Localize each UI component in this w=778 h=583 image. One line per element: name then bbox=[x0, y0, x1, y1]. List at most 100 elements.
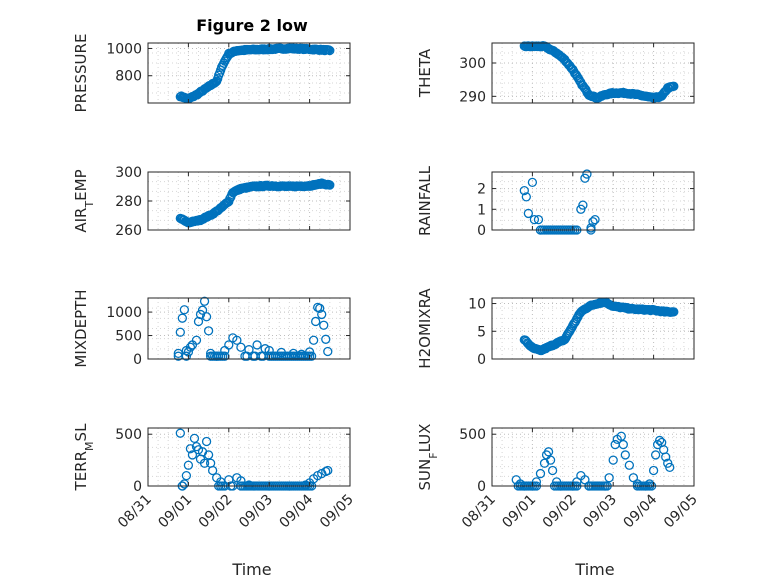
y-tick-label: 260 bbox=[115, 223, 142, 239]
data-point bbox=[181, 351, 192, 361]
data-point bbox=[648, 465, 659, 476]
data-point bbox=[201, 436, 212, 447]
x-tick-label: 09/02 bbox=[540, 492, 580, 532]
data-point bbox=[321, 334, 331, 344]
axes-box bbox=[147, 297, 351, 360]
data-point bbox=[195, 309, 206, 320]
data-point bbox=[521, 192, 531, 202]
data-point bbox=[620, 450, 630, 460]
y-tick-label: 1000 bbox=[106, 41, 142, 57]
x-tick-label: 08/31 bbox=[115, 492, 155, 532]
data-point bbox=[665, 462, 675, 473]
data-point bbox=[669, 307, 679, 317]
data-point bbox=[618, 439, 628, 450]
y-axis-label: SUNFLUX bbox=[416, 424, 440, 491]
y-tick-label: 5 bbox=[477, 324, 486, 340]
x-tick-label: 09/04 bbox=[621, 491, 661, 531]
data-point bbox=[179, 479, 190, 489]
y-tick-label: 10 bbox=[468, 297, 486, 313]
y-tick-label: 500 bbox=[115, 427, 142, 443]
y-tick-label: 0 bbox=[477, 223, 486, 239]
y-tick-label: 0 bbox=[477, 352, 486, 368]
data-point bbox=[181, 470, 192, 481]
data-point bbox=[650, 450, 661, 460]
data-point bbox=[177, 313, 187, 323]
panel-mixdepth: 0 500 1000 MIXDEPTH bbox=[72, 289, 351, 368]
data-point bbox=[191, 335, 202, 345]
data-point bbox=[252, 340, 262, 350]
data-point bbox=[207, 465, 218, 476]
data-point bbox=[323, 346, 333, 357]
data-point bbox=[317, 309, 327, 320]
y-tick-label: 2 bbox=[477, 182, 486, 198]
axes-box bbox=[147, 42, 351, 104]
data-point bbox=[173, 348, 183, 359]
data-point bbox=[315, 303, 325, 313]
data-point bbox=[535, 468, 546, 479]
y-tick-label: 1000 bbox=[106, 305, 142, 321]
y-axis-label: THETA bbox=[416, 48, 434, 98]
y-tick-label: 1 bbox=[477, 202, 486, 218]
data-point bbox=[185, 342, 196, 352]
data-point bbox=[189, 433, 200, 444]
data-point bbox=[616, 431, 626, 441]
data-point bbox=[236, 342, 246, 352]
y-tick-label: 0 bbox=[133, 479, 142, 495]
data-point bbox=[529, 214, 540, 225]
y-tick-label: 0 bbox=[133, 352, 142, 368]
data-point bbox=[179, 305, 190, 315]
panel-theta: 290 300 THETA bbox=[416, 41, 695, 105]
data-point bbox=[175, 327, 185, 337]
data-point bbox=[527, 177, 538, 188]
data-point bbox=[590, 214, 600, 225]
x-tick-label: 08/31 bbox=[459, 492, 499, 532]
x-tick-label: 09/02 bbox=[196, 492, 236, 532]
data-point bbox=[588, 217, 598, 227]
data-point bbox=[319, 320, 329, 330]
x-axis-label-right: Time bbox=[574, 560, 614, 579]
figure-title: Figure 2 low bbox=[196, 16, 308, 35]
data-point bbox=[323, 465, 333, 476]
data-point bbox=[604, 473, 614, 483]
data-point bbox=[547, 465, 558, 476]
data-point bbox=[183, 460, 194, 470]
x-tick-label: 09/03 bbox=[236, 492, 276, 532]
data-point bbox=[311, 316, 321, 327]
panel-rainfall: 0 1 2 RAINFALL bbox=[416, 165, 695, 239]
data-point bbox=[325, 180, 335, 190]
axes-box bbox=[491, 427, 695, 487]
data-point bbox=[578, 200, 588, 210]
x-tick-label: 09/03 bbox=[580, 492, 620, 532]
y-tick-label: 290 bbox=[459, 89, 486, 105]
data-point bbox=[655, 435, 665, 446]
panel-pressure: 800 1000 PRESSURE bbox=[72, 34, 351, 113]
panel-sunflux: 0 500 08/31 09/01 09/02 09/03 09/04 09/05 SUNFLU… bbox=[416, 424, 701, 532]
data-point bbox=[669, 81, 679, 91]
panel-terrmsl: 0 500 08/31 09/01 09/02 09/03 09/04 09/05 TERRMS… bbox=[72, 423, 357, 531]
data-point bbox=[325, 45, 335, 56]
x-tick-label: 09/01 bbox=[155, 492, 195, 532]
panel-h2omixra: 0 5 10 H2OMIXRA bbox=[416, 288, 695, 369]
x-tick-label: 09/05 bbox=[317, 492, 357, 532]
data-point bbox=[199, 458, 210, 468]
y-axis-label: MIXDEPTH bbox=[72, 289, 90, 367]
data-point bbox=[610, 439, 620, 450]
data-point bbox=[232, 335, 242, 345]
axes-box bbox=[491, 42, 695, 104]
y-axis-label: TERRMSL bbox=[72, 423, 96, 492]
data-point bbox=[308, 335, 319, 345]
data-point bbox=[224, 340, 234, 350]
data-point bbox=[608, 455, 618, 465]
y-axis-label: PRESSURE bbox=[72, 34, 90, 113]
y-tick-label: 0 bbox=[477, 479, 486, 495]
data-point bbox=[533, 214, 544, 225]
data-point bbox=[187, 450, 198, 460]
data-point bbox=[306, 351, 317, 361]
y-tick-label: 500 bbox=[115, 329, 142, 345]
y-tick-label: 280 bbox=[115, 194, 142, 210]
y-tick-label: 500 bbox=[459, 427, 486, 443]
data-point bbox=[523, 208, 534, 219]
data-point bbox=[582, 169, 592, 179]
x-axis-label-left: Time bbox=[231, 560, 271, 579]
